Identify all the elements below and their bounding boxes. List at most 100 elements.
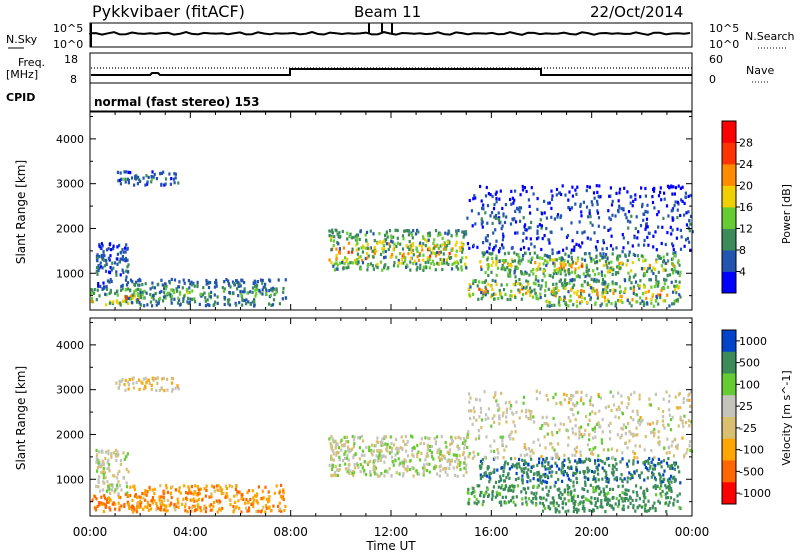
power-echo-cell bbox=[138, 277, 141, 281]
power-echo-cell bbox=[204, 299, 207, 303]
velocity-echo-cell bbox=[642, 494, 645, 498]
power-echo-cell bbox=[151, 304, 154, 308]
velocity-echo-cell bbox=[597, 458, 600, 462]
velocity-echo-cell bbox=[473, 410, 476, 414]
power-echo-cell bbox=[610, 203, 614, 207]
velocity-echo-cell bbox=[496, 456, 499, 460]
velocity-echo-cell bbox=[580, 396, 583, 400]
velocity-echo-cell bbox=[354, 452, 357, 456]
power-echo-cell bbox=[186, 289, 189, 293]
velocity-echo-cell bbox=[122, 476, 125, 480]
power-echo-cell bbox=[618, 299, 621, 303]
power-echo-cell bbox=[484, 236, 487, 240]
power-echo-cell bbox=[112, 247, 115, 251]
velocity-echo-cell bbox=[574, 453, 577, 457]
y-tick-label: 1000 bbox=[56, 473, 84, 486]
power-echo-cell bbox=[201, 293, 205, 297]
power-echo-cell bbox=[412, 261, 415, 266]
colorbar-tick-label: -100 bbox=[739, 444, 764, 457]
velocity-echo-cell bbox=[640, 471, 643, 475]
power-echo-cell bbox=[626, 298, 629, 303]
power-echo-cell bbox=[618, 261, 621, 266]
power-echo-cell bbox=[645, 225, 648, 229]
power-echo-cell bbox=[660, 198, 663, 202]
power-echo-cell bbox=[659, 190, 662, 194]
velocity-echo-cell bbox=[534, 495, 537, 499]
power-echo-cell bbox=[356, 241, 359, 246]
power-echo-cell bbox=[355, 261, 358, 265]
velocity-echo-cell bbox=[481, 474, 484, 479]
velocity-echo-cell bbox=[481, 418, 484, 422]
velocity-echo-cell bbox=[419, 441, 422, 446]
velocity-echo-cell bbox=[176, 497, 179, 501]
power-echo-cell bbox=[665, 204, 669, 208]
velocity-echo-cell bbox=[686, 448, 689, 452]
power-echo-cell bbox=[647, 243, 650, 247]
velocity-echo-cell bbox=[668, 394, 671, 398]
velocity-echo-cell bbox=[620, 401, 623, 405]
power-echo-cell bbox=[336, 232, 339, 236]
power-echo-cell bbox=[581, 262, 584, 266]
power-echo-cell bbox=[580, 264, 583, 268]
velocity-echo-cell bbox=[171, 485, 174, 489]
velocity-echo-cell bbox=[634, 509, 637, 513]
velocity-echo-cell bbox=[415, 469, 418, 473]
power-echo-cell bbox=[133, 282, 136, 287]
power-echo-cell bbox=[583, 230, 586, 234]
power-echo-cell bbox=[614, 272, 617, 276]
velocity-echo-cell bbox=[667, 480, 670, 485]
power-echo-cell bbox=[534, 291, 537, 295]
power-echo-cell bbox=[689, 248, 692, 252]
power-echo-cell bbox=[385, 230, 388, 234]
power-echo-cell bbox=[411, 236, 414, 240]
power-echo-cell bbox=[543, 211, 546, 215]
velocity-echo-cell bbox=[494, 495, 497, 499]
velocity-echo-cell bbox=[328, 464, 331, 468]
velocity-echo-cell bbox=[549, 442, 552, 446]
power-echo-cell bbox=[653, 285, 656, 289]
power-echo-cell bbox=[502, 214, 505, 218]
velocity-echo-cell bbox=[617, 391, 620, 395]
power-echo-cell bbox=[560, 257, 563, 261]
y-tick-label: 4000 bbox=[56, 133, 84, 146]
power-echo-cell bbox=[455, 234, 458, 238]
velocity-echo-cell bbox=[505, 420, 508, 424]
colorbar-segment bbox=[722, 395, 736, 418]
power-echo-cell bbox=[123, 298, 126, 302]
velocity-echo-cell bbox=[537, 484, 540, 488]
power-echo-cell bbox=[566, 260, 570, 264]
velocity-echo-cell bbox=[544, 467, 547, 471]
velocity-echo-cell bbox=[493, 449, 496, 453]
power-echo-cell bbox=[527, 198, 530, 202]
power-echo-cell bbox=[530, 242, 533, 246]
power-echo-cell bbox=[126, 287, 129, 291]
power-echo-cell bbox=[676, 271, 680, 275]
power-echo-cell bbox=[671, 257, 675, 261]
velocity-echo-cell bbox=[439, 469, 442, 473]
power-echo-cell bbox=[652, 245, 655, 249]
velocity-echo-cell bbox=[335, 441, 338, 445]
power-echo-cell bbox=[642, 303, 645, 307]
power-echo-cell bbox=[205, 279, 208, 283]
power-echo-cell bbox=[580, 300, 583, 304]
power-echo-cell bbox=[575, 261, 578, 265]
velocity-echo-cell bbox=[538, 457, 541, 461]
velocity-echo-cell bbox=[454, 436, 457, 440]
colorbar-label: Velocity [m s^-1] bbox=[780, 370, 793, 465]
velocity-echo-cell bbox=[118, 469, 121, 473]
velocity-echo-cell bbox=[123, 457, 126, 461]
velocity-echo-cell bbox=[142, 387, 146, 391]
velocity-echo-cell bbox=[96, 466, 99, 470]
velocity-echo-cell bbox=[616, 449, 619, 453]
power-echo-cell bbox=[672, 185, 675, 189]
power-echo-cell bbox=[495, 259, 498, 263]
velocity-echo-cell bbox=[280, 509, 283, 513]
velocity-echo-cell bbox=[558, 487, 561, 491]
power-echo-cell bbox=[495, 190, 498, 194]
velocity-echo-cell bbox=[648, 403, 651, 407]
velocity-echo-cell bbox=[590, 496, 593, 500]
velocity-echo-cell bbox=[567, 457, 570, 461]
power-echo-cell bbox=[131, 296, 134, 300]
power-echo-cell bbox=[543, 274, 546, 278]
velocity-echo-cell bbox=[470, 409, 473, 413]
